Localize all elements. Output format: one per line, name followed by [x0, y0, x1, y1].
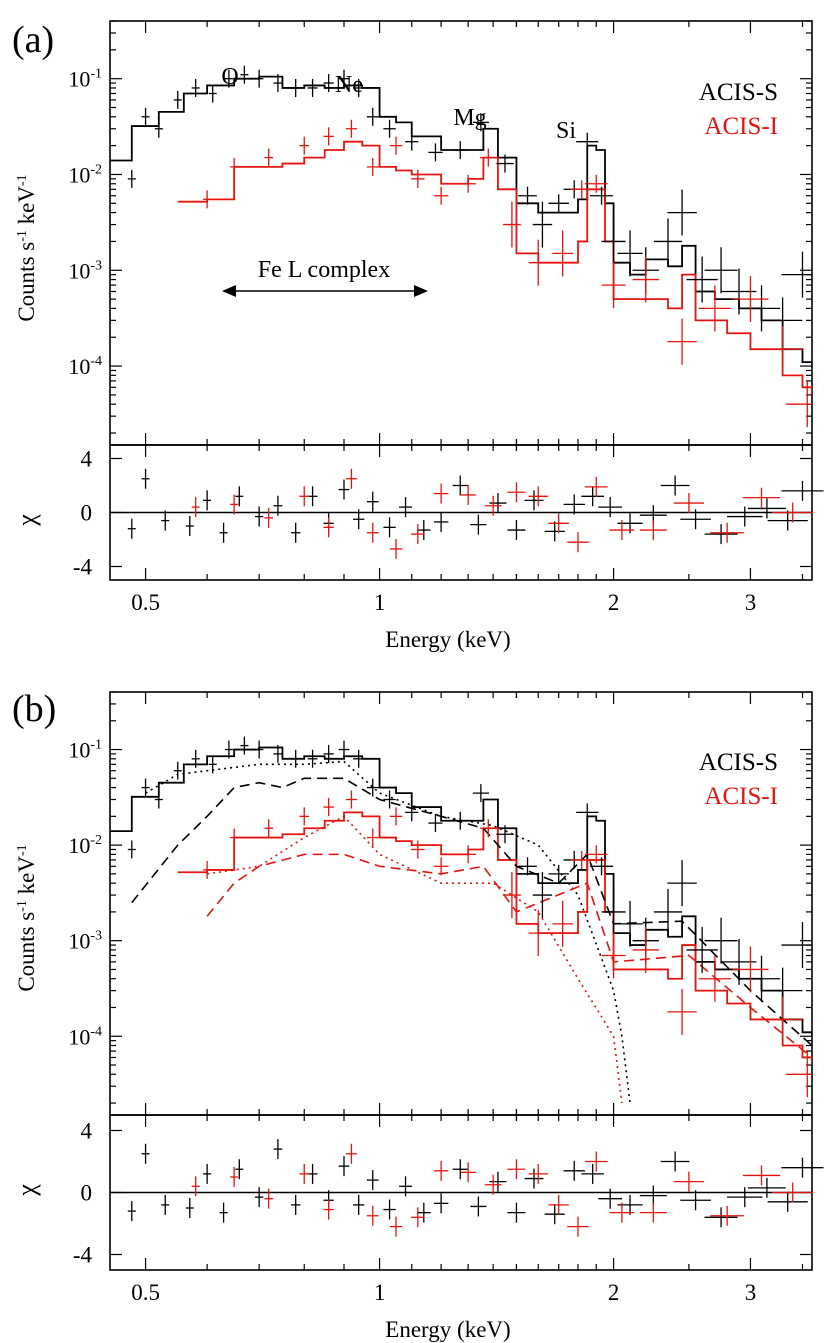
- chi-label-b: χ: [12, 1184, 41, 1197]
- model-ACIS-I: [177, 140, 812, 395]
- spectrum-series: [110, 65, 812, 428]
- x-axis-label-a: Energy (keV): [385, 627, 510, 652]
- fe-l-complex-label: Fe L complex: [258, 257, 390, 283]
- panel-b: (b) 10-1 10-2 10-3 10-4 0.5 1 2 3 4 0 -4 ACIS-S A…: [12, 688, 824, 1342]
- legend-acis-i-b: ACIS-I: [704, 783, 778, 810]
- legend-acis-s-a: ACIS-S: [699, 79, 778, 106]
- x-axis-label-b: Energy (keV): [385, 1317, 510, 1342]
- y-tick-label: 10-3: [68, 258, 102, 283]
- component-line: [131, 777, 812, 1047]
- x-tick-label: 2: [608, 590, 620, 615]
- chi-label-a: χ: [12, 514, 41, 527]
- line-label-si: Si: [556, 118, 576, 144]
- component-line: [207, 815, 623, 1104]
- panel-label-b: (b): [12, 688, 56, 730]
- residual-plot-a: 0.5 1 2 3 4 0 -4: [73, 444, 824, 615]
- svg-text:Counts s-1 keV-1: Counts s-1 keV-1: [14, 844, 39, 991]
- legend-acis-s-b: ACIS-S: [699, 749, 778, 776]
- chi-tick-label: -4: [73, 555, 93, 580]
- chi-tick-label: 4: [81, 447, 93, 472]
- x-tick-label: 3: [745, 1280, 757, 1305]
- legend-acis-i-a: ACIS-I: [704, 113, 778, 140]
- chi-tick-label: 0: [81, 1181, 93, 1206]
- component-line: [206, 853, 812, 1059]
- y-axis-label-a: Counts s-1 keV-1: [14, 174, 39, 321]
- chi-tick-label: -4: [73, 1243, 93, 1268]
- y-tick-label: 10-4: [68, 354, 102, 379]
- fe-l-complex-arrow: [222, 285, 428, 297]
- x-tick-label: 1: [374, 590, 386, 615]
- line-label-mg: Mg: [453, 105, 486, 131]
- line-label-ne: Ne: [335, 72, 363, 98]
- y-tick-label: 10-3: [68, 929, 102, 954]
- y-axis-label-b: Counts s-1 keV-1: [14, 844, 39, 991]
- line-label-o: O: [221, 64, 238, 90]
- x-tick-label: 0.5: [131, 1280, 160, 1305]
- model-ACIS-I: [177, 811, 812, 1066]
- panel-label-a: (a): [12, 19, 54, 61]
- residual-plot-b: 0.5 1 2 3 4 0 -4: [73, 1114, 824, 1305]
- spectrum-plot-a: 10-1 10-2 10-3 10-4: [68, 20, 813, 446]
- y-tick-label: 10-4: [68, 1024, 102, 1049]
- y-tick-label: 10-2: [68, 162, 102, 187]
- svg-text:Counts s-1 keV-1: Counts s-1 keV-1: [14, 174, 39, 321]
- panel-a: (a) 10-1 10-2 10-3 10-4 0.5 1 2 3 4 0 -4 ACIS-S A…: [12, 19, 824, 652]
- y-tick-label: 10-1: [68, 738, 102, 763]
- spectrum-series: [110, 736, 812, 1104]
- x-tick-label: 0.5: [131, 590, 160, 615]
- x-tick-label: 1: [374, 1280, 386, 1305]
- chi-tick-label: 0: [81, 501, 93, 526]
- x-tick-label: 2: [608, 1280, 620, 1305]
- x-tick-label: 3: [745, 590, 757, 615]
- y-tick-label: 10-2: [68, 833, 102, 858]
- y-tick-label: 10-1: [68, 67, 102, 92]
- chi-tick-label: 4: [81, 1119, 93, 1144]
